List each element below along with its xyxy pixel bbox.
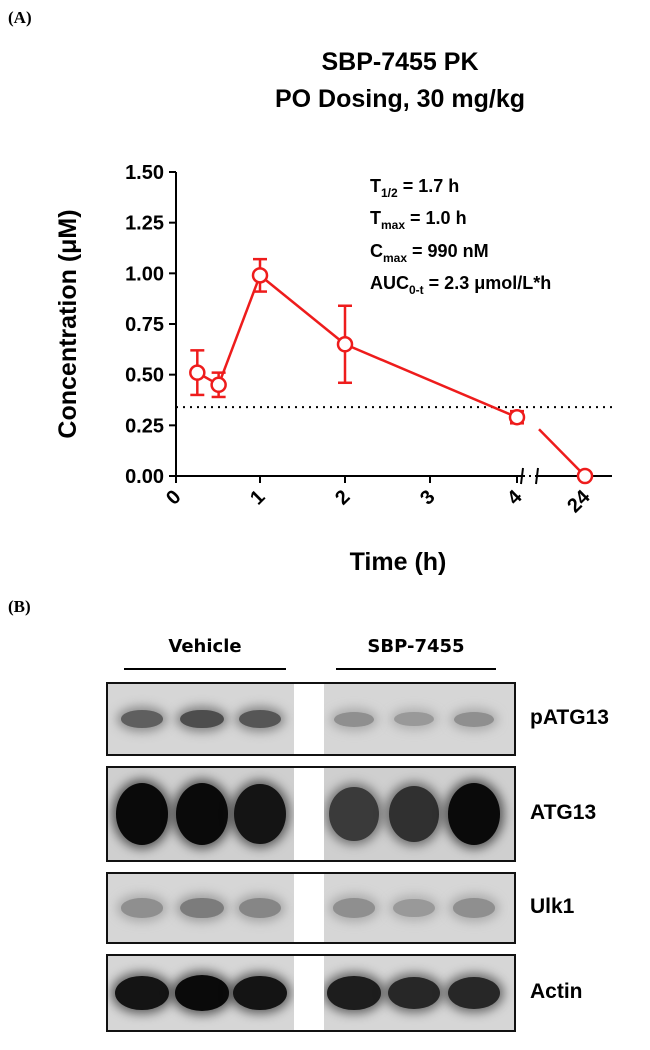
data-point xyxy=(508,408,526,426)
blot-band xyxy=(115,975,169,1011)
data-point xyxy=(251,267,269,284)
chart-title-line1: SBP-7455 PK xyxy=(321,48,478,76)
blot-row-atg13 xyxy=(106,766,516,862)
data-point xyxy=(576,467,594,485)
x-tick-label: 1 xyxy=(246,486,269,509)
axis-break-mark xyxy=(535,467,539,485)
blot-band xyxy=(175,975,229,1011)
blot-band xyxy=(238,710,282,728)
group-bar-vehicle xyxy=(124,668,286,670)
blot-label-patg13: pATG13 xyxy=(530,706,609,729)
annotation-auc: AUC0-t = 2.3 μmol/L*h xyxy=(370,273,551,297)
y-tick-label: 0.00 xyxy=(125,466,164,488)
series-line-segment xyxy=(217,274,262,386)
panel-label-b: (B) xyxy=(8,597,31,616)
x-axis-label: Time (h) xyxy=(350,548,447,576)
y-tick-label: 0.75 xyxy=(125,314,164,336)
lane-gap xyxy=(294,768,324,860)
x-tick-label: 24 xyxy=(563,485,595,517)
blot-row-patg13 xyxy=(106,682,516,756)
group-bar-sbp xyxy=(336,668,496,670)
blot-label-ulk1: Ulk1 xyxy=(530,895,575,918)
blot-band xyxy=(448,783,500,845)
annotation-tmax: Tmax = 1.0 h xyxy=(370,208,467,232)
blot-band xyxy=(452,898,496,918)
blot-label-atg13: ATG13 xyxy=(530,801,597,824)
series-line-segment xyxy=(538,428,586,477)
series-line-segment xyxy=(259,274,346,346)
y-axis-label: Concentration (μM) xyxy=(54,209,82,438)
y-tick-label: 1.50 xyxy=(125,162,164,184)
x-tick-label: 3 xyxy=(416,486,439,509)
blot-label-actin: Actin xyxy=(530,980,583,1003)
blot-band xyxy=(333,711,375,727)
lane-gap xyxy=(294,874,324,942)
blot-band xyxy=(387,976,441,1010)
blot-band xyxy=(393,898,435,918)
lane-gap xyxy=(294,684,324,754)
blot-band xyxy=(238,897,282,919)
y-tick-label: 0.50 xyxy=(125,365,164,387)
x-tick-label: 4 xyxy=(503,485,527,509)
panel-label-a: (A) xyxy=(8,8,32,27)
blot-band xyxy=(180,897,224,919)
blot-band xyxy=(116,783,168,845)
y-tick-label: 1.00 xyxy=(125,263,164,285)
blot-band xyxy=(394,711,434,727)
y-tick-label: 0.25 xyxy=(125,415,164,437)
blot-band xyxy=(327,976,381,1010)
blot-band xyxy=(180,709,224,729)
blot-band xyxy=(388,786,440,842)
lane-gap xyxy=(294,956,324,1030)
data-point xyxy=(189,364,206,381)
x-tick-label: 0 xyxy=(162,486,185,509)
blot-band xyxy=(453,711,495,727)
blot-band xyxy=(233,975,287,1011)
blot-band xyxy=(176,783,228,845)
blot-band xyxy=(447,976,501,1010)
pk-chart: SBP-7455 PK PO Dosing, 30 mg/kg 0.00 0.25 0.… xyxy=(54,48,612,576)
blot-row-actin xyxy=(106,954,516,1032)
chart-title-line2: PO Dosing, 30 mg/kg xyxy=(275,85,525,113)
blot-band xyxy=(120,710,164,728)
annotation-t-half: T1/2 = 1.7 h xyxy=(370,176,459,200)
group-label-sbp: SBP-7455 xyxy=(367,636,465,657)
annotation-cmax: Cmax = 990 nM xyxy=(370,241,489,265)
group-label-vehicle: Vehicle xyxy=(168,636,242,657)
blot-band xyxy=(120,898,164,918)
y-tick-label: 1.25 xyxy=(125,213,164,235)
blot-band xyxy=(234,783,286,845)
axis-break-mark xyxy=(520,467,524,485)
data-point xyxy=(210,376,227,394)
blot-row-ulk1 xyxy=(106,872,516,944)
data-point xyxy=(336,336,354,353)
series-line-segment xyxy=(344,343,518,419)
blot-band xyxy=(329,786,379,842)
blot-band xyxy=(332,898,376,918)
x-tick-label: 2 xyxy=(331,486,354,509)
